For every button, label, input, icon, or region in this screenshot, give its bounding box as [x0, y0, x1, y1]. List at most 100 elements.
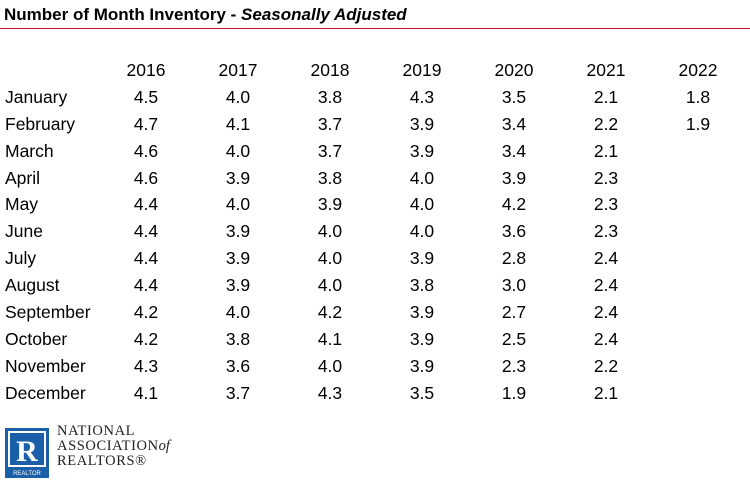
nar-logo: R REALTOR NATIONAL ASSOCIATIONof REALTOR… [5, 424, 205, 480]
inventory-value-cell: 4.6 [133, 167, 159, 188]
inventory-value-cell [652, 380, 744, 407]
inventory-value-cell [652, 165, 744, 192]
year-header: 2020 [494, 59, 534, 80]
inventory-value-cell: 4.1 [317, 328, 343, 349]
month-label: May [5, 194, 39, 215]
inventory-value-cell: 2.4 [593, 301, 619, 322]
logo-wordmark: NATIONAL ASSOCIATIONof REALTORS® [57, 424, 170, 469]
inventory-value-cell: 4.2 [501, 194, 527, 215]
year-header: 2016 [126, 59, 166, 80]
inventory-value-cell: 4.0 [317, 275, 343, 296]
inventory-value-cell: 3.5 [409, 382, 435, 403]
inventory-value-cell: 4.0 [225, 301, 251, 322]
inventory-value-cell: 3.8 [225, 328, 251, 349]
logo-line-1: NATIONAL [57, 423, 136, 439]
inventory-value-cell [652, 138, 744, 165]
table-row: September 4.2 4.0 4.2 3.9 2.7 2.4 [0, 299, 744, 326]
inventory-value-cell: 2.3 [501, 355, 527, 376]
month-label: December [5, 382, 86, 403]
inventory-value-cell: 2.3 [593, 194, 619, 215]
inventory-value-cell [652, 245, 744, 272]
inventory-value-cell: 2.2 [593, 355, 619, 376]
table-row: November 4.3 3.6 4.0 3.9 2.3 2.2 [0, 353, 744, 380]
table-row: October 4.2 3.8 4.1 3.9 2.5 2.4 [0, 326, 744, 353]
inventory-value-cell [652, 272, 744, 299]
month-label: April [5, 167, 41, 188]
inventory-value-cell [652, 299, 744, 326]
inventory-value-cell: 3.9 [409, 248, 435, 269]
inventory-value-cell: 2.3 [593, 221, 619, 242]
month-label: July [5, 248, 37, 269]
table-row: July 4.4 3.9 4.0 3.9 2.8 2.4 [0, 245, 744, 272]
logo-line-2-main: ASSOCIATION [57, 438, 159, 454]
month-label: March [5, 140, 54, 161]
inventory-value-cell: 3.9 [225, 167, 251, 188]
month-label: September [5, 301, 91, 322]
month-label: January [5, 86, 68, 107]
title-divider [0, 28, 750, 29]
inventory-value-cell: 3.7 [317, 113, 343, 134]
inventory-value-cell: 4.0 [317, 248, 343, 269]
inventory-value-cell: 3.9 [225, 221, 251, 242]
inventory-value-cell [652, 191, 744, 218]
inventory-value-cell: 4.4 [133, 194, 159, 215]
inventory-value-cell: 4.7 [133, 113, 159, 134]
year-header: 2018 [310, 59, 350, 80]
month-label: June [5, 221, 43, 242]
month-label: November [5, 355, 86, 376]
inventory-value-cell: 3.9 [317, 194, 343, 215]
table-row: August 4.4 3.9 4.0 3.8 3.0 2.4 [0, 272, 744, 299]
inventory-table: 2016 2017 2018 2019 2020 2021 2022 January 4.5 4… [0, 57, 744, 407]
inventory-value-cell: 4.1 [225, 113, 251, 134]
table-row: March 4.6 4.0 3.7 3.9 3.4 2.1 [0, 138, 744, 165]
inventory-value-cell [652, 218, 744, 245]
inventory-value-cell: 2.4 [593, 248, 619, 269]
month-column-header [0, 57, 100, 84]
logo-mark-letter: R [16, 435, 38, 468]
inventory-value-cell: 4.0 [317, 221, 343, 242]
logo-line-2: ASSOCIATIONof [57, 439, 170, 454]
inventory-value-cell: 3.9 [501, 167, 527, 188]
inventory-value-cell: 4.6 [133, 140, 159, 161]
inventory-value-cell: 3.7 [225, 382, 251, 403]
inventory-value-cell: 2.1 [593, 86, 619, 107]
inventory-value-cell: 3.6 [501, 221, 527, 242]
inventory-value-cell: 4.0 [409, 167, 435, 188]
realtor-r-logo-icon: R REALTOR [5, 428, 49, 478]
inventory-value-cell: 4.5 [133, 86, 159, 107]
inventory-value-cell: 4.0 [225, 194, 251, 215]
inventory-value-cell: 3.9 [225, 275, 251, 296]
logo-line-2-of: of [158, 438, 170, 454]
inventory-value-cell: 1.9 [685, 113, 711, 134]
inventory-value-cell: 3.8 [409, 275, 435, 296]
inventory-value-cell: 3.4 [501, 113, 527, 134]
inventory-value-cell: 4.4 [133, 221, 159, 242]
table-row: April 4.6 3.9 3.8 4.0 3.9 2.3 [0, 165, 744, 192]
inventory-value-cell: 4.2 [317, 301, 343, 322]
inventory-value-cell: 3.4 [501, 140, 527, 161]
inventory-value-cell: 4.1 [133, 382, 159, 403]
inventory-value-cell: 4.2 [133, 301, 159, 322]
inventory-value-cell: 4.4 [133, 275, 159, 296]
logo-mark-caption: REALTOR [13, 471, 41, 477]
page-title: Number of Month Inventory - Seasonally A… [4, 5, 407, 25]
inventory-value-cell: 3.0 [501, 275, 527, 296]
inventory-value-cell: 3.6 [225, 355, 251, 376]
inventory-value-cell [652, 353, 744, 380]
month-label: February [5, 113, 76, 134]
month-label: October [5, 328, 68, 349]
year-header: 2019 [402, 59, 442, 80]
inventory-value-cell: 4.3 [133, 355, 159, 376]
inventory-value-cell: 3.9 [409, 328, 435, 349]
year-header: 2017 [218, 59, 258, 80]
year-header: 2021 [586, 59, 626, 80]
inventory-value-cell: 4.4 [133, 248, 159, 269]
table-body: January 4.5 4.0 3.8 4.3 3.5 2.1 1.8 February 4.7 4… [0, 84, 744, 407]
table-row: January 4.5 4.0 3.8 4.3 3.5 2.1 1.8 [0, 84, 744, 111]
inventory-value-cell: 4.0 [225, 140, 251, 161]
inventory-value-cell: 2.3 [593, 167, 619, 188]
inventory-value-cell: 3.8 [317, 167, 343, 188]
year-header: 2022 [678, 59, 718, 80]
inventory-value-cell: 2.2 [593, 113, 619, 134]
inventory-value-cell: 3.7 [317, 140, 343, 161]
